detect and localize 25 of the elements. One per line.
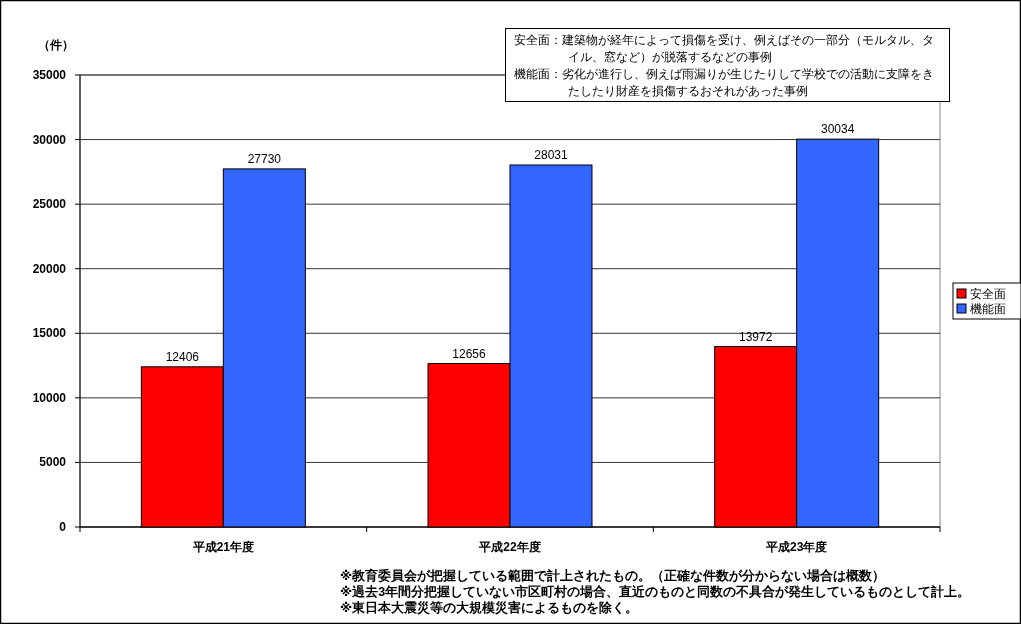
legend-label: 安全面 [970,287,1006,301]
text: 安全面：建築物が経年によって損傷を受け、例えばその一部分（モルタル、タイル、窓など）が脱落するなどの事例 [514,32,935,66]
text: ※東日本大震災等の大規模災害によるものを除く。 [340,600,639,615]
data-label: 12656 [452,346,487,361]
y-tick-label: 15000 [32,326,67,341]
annotation: 機能面：劣化が進行し、例えば雨漏りが生じたりして学校での活動に支障をきたしたり財産を損傷するおそれがあった事例 [514,66,935,100]
y-tick-label: 5000 [39,455,67,470]
text: ※過去3年間分把握していない市区町村の場合、直近のものと同数の不具合が発生しているものとして計上。 [340,584,971,599]
x-tick-label: 平成23年度 [764,540,828,554]
legend-label: 機能面 [970,302,1006,316]
text: ※教育委員会が把握している範囲で計上されたもの。（正確な件数が分からない場合は概数） [340,568,886,583]
x-tick-label: 平成21年度 [191,540,255,554]
y-tick-label: 10000 [32,390,67,405]
y-tick-label: 20000 [32,261,67,276]
data-label: 12406 [165,349,200,364]
y-tick-label: 35000 [32,68,67,82]
x-tick-label: 平成22年度 [478,540,541,554]
y-tick-label: 0 [59,520,67,534]
data-label: 28031 [534,148,569,162]
data-label: 13972 [738,329,773,344]
y-axis-title: （件） [38,38,74,52]
data-label: 30034 [820,122,855,137]
y-tick-label: 25000 [32,197,67,212]
y-tick-label: 30000 [32,132,67,147]
data-label: 27730 [247,151,282,166]
